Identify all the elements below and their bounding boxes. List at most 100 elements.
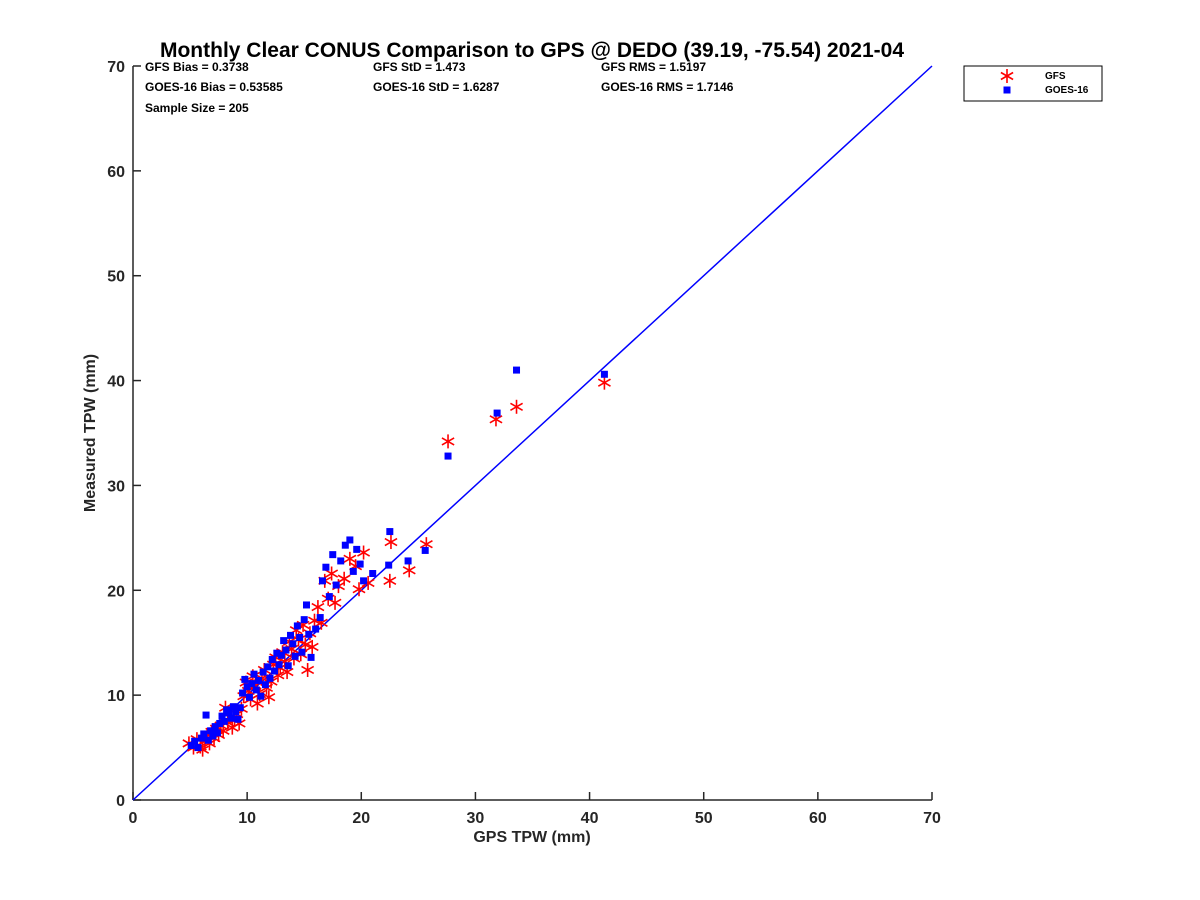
goes16-point: [296, 633, 304, 641]
legend-box: [963, 65, 1103, 102]
gfs-point: [384, 535, 398, 550]
goes16-point: [204, 736, 212, 744]
goes16-point: [287, 631, 295, 639]
goes16-point: [329, 551, 337, 559]
legend-goes16-square: [1003, 86, 1011, 94]
goes16-point: [261, 681, 269, 689]
asterisk-stroke: [271, 671, 285, 680]
gfs-point: [352, 582, 366, 597]
gfs-point: [383, 573, 397, 588]
goes16-point: [312, 625, 320, 633]
goes16-point: [444, 452, 452, 460]
gfs-point: [441, 434, 455, 449]
x-tick-label: 40: [581, 810, 599, 827]
asterisk-stroke: [280, 667, 294, 677]
gfs-point: [597, 375, 611, 390]
goes16-point: [197, 734, 205, 742]
goes16-point: [300, 616, 308, 624]
x-tick-label: 60: [809, 810, 827, 827]
stat-gfs-bias: GFS Bias = 0.3738: [145, 60, 249, 74]
asterisk-stroke: [352, 585, 366, 594]
goes16-point: [243, 683, 251, 691]
axes: 0 10 20 30 40 50 60 70 0 10 20 30 40 50 60 70: [107, 59, 941, 827]
goes16-point: [241, 675, 249, 683]
y-tick-label: 10: [107, 688, 125, 705]
y-tick-label: 20: [107, 583, 125, 600]
goes16-point: [298, 648, 306, 656]
asterisk-stroke: [383, 576, 397, 586]
gfs-point: [301, 662, 315, 677]
gfs-point: [402, 563, 416, 578]
stats-block: GFS Bias = 0.3738 GFS StD = 1.473 GFS RM…: [145, 60, 734, 115]
goes16-point: [346, 536, 354, 544]
goes16-point: [302, 601, 310, 609]
goes16-point: [337, 557, 345, 565]
goes16-point: [341, 541, 349, 549]
goes16-point: [349, 567, 357, 575]
gfs-point: [262, 690, 276, 705]
gfs-point: [510, 399, 524, 414]
goes16-point: [322, 563, 330, 571]
gfs-point: [325, 566, 339, 581]
goes16-point: [493, 409, 501, 417]
asterisk-stroke: [301, 665, 315, 675]
goes16-point: [282, 646, 290, 654]
y-tick-label: 30: [107, 478, 125, 495]
goes16-point: [305, 630, 313, 638]
goes16-point: [600, 370, 608, 378]
goes16-point: [325, 593, 333, 601]
asterisk-stroke: [298, 640, 312, 650]
goes16-point: [225, 709, 233, 717]
one-to-one-line: [132, 65, 933, 801]
asterisk-stroke: [357, 548, 371, 557]
legend: GFS GOES-16: [963, 65, 1103, 102]
goes16-point: [289, 640, 297, 648]
goes16-point: [257, 692, 265, 700]
goes16-point: [268, 655, 276, 663]
reference-line: [132, 65, 933, 801]
goes16-point: [202, 711, 210, 719]
asterisk-stroke: [510, 402, 524, 411]
legend-goes16-label: GOES-16: [1045, 85, 1089, 96]
x-tick-label: 20: [352, 810, 370, 827]
goes16-point: [211, 723, 219, 731]
y-axis-label: Measured TPW (mm): [82, 354, 99, 512]
goes16-point: [255, 676, 263, 684]
goes16-point: [239, 689, 247, 697]
goes16-point: [187, 741, 195, 749]
goes16-point: [386, 528, 394, 536]
gfs-point: [311, 600, 325, 615]
asterisk-stroke: [250, 699, 264, 708]
goes16-point: [220, 717, 228, 725]
chart-title: Monthly Clear CONUS Comparison to GPS @ …: [160, 39, 904, 62]
goes16-point: [229, 703, 237, 711]
y-tick-label: 40: [107, 374, 125, 391]
goes16-point: [291, 652, 299, 660]
goes16-point: [316, 614, 324, 622]
x-tick-label: 0: [129, 810, 138, 827]
goes16-point: [266, 674, 274, 682]
y-tick-label: 60: [107, 164, 125, 181]
y-tick-label: 70: [107, 59, 125, 76]
goes16-point: [252, 686, 260, 694]
legend-gfs-asterisk: [1000, 69, 1014, 83]
goes16-point: [236, 704, 244, 712]
legend-gfs-label: GFS: [1045, 71, 1066, 82]
asterisk-stroke: [597, 378, 611, 387]
goes16-point: [332, 581, 340, 589]
gfs-point: [328, 595, 342, 610]
asterisk-stroke: [305, 642, 319, 652]
asterisk-stroke: [441, 437, 455, 446]
asterisk-stroke: [262, 693, 276, 702]
goes16-point: [318, 577, 326, 585]
x-tick-label: 50: [695, 810, 713, 827]
goes16-point: [284, 662, 292, 670]
y-tick-label: 0: [116, 793, 125, 810]
asterisk-stroke: [311, 602, 325, 612]
stat-goes-bias: GOES-16 Bias = 0.53585: [145, 80, 283, 94]
series-goes16: [187, 366, 608, 752]
asterisk-stroke: [1000, 71, 1014, 81]
goes16-point: [369, 570, 377, 578]
goes16-point: [360, 577, 368, 585]
